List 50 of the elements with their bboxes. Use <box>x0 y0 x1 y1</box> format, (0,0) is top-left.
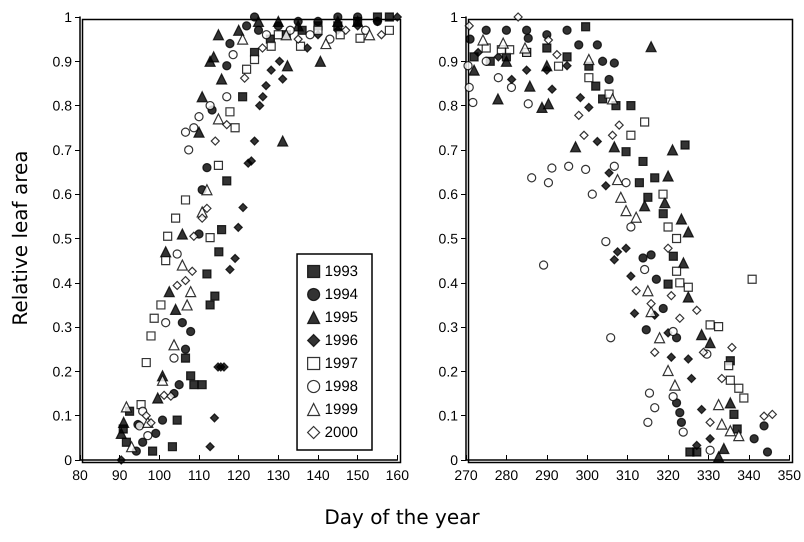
y-tick-label: 0.6 <box>438 186 458 202</box>
y-tick-label: 0.7 <box>438 142 458 158</box>
y-tick-label: 1 <box>450 9 458 25</box>
x-tick-label: 310 <box>616 467 640 483</box>
legend-label: 1996 <box>324 332 358 349</box>
legend-label: 1998 <box>324 378 358 395</box>
legend-label: 1994 <box>324 286 358 303</box>
legend-label: 1999 <box>324 401 358 418</box>
y-tick-label: 0.7 <box>52 142 72 158</box>
legend-label: 1997 <box>324 355 358 372</box>
x-tick-label: 150 <box>346 467 370 483</box>
y-tick-label: 0.3 <box>52 319 72 336</box>
legend-label: 2000 <box>324 424 358 441</box>
y-tick-label: 0.1 <box>438 408 458 424</box>
x-tick-label: 120 <box>226 467 251 483</box>
y-tick-label: 0 <box>64 452 72 468</box>
y-axis-title: Relative leaf area <box>8 150 32 326</box>
y-tick-label: 0.1 <box>52 408 72 424</box>
y-tick-label: 0.5 <box>438 230 458 246</box>
y-tick-label: 0.2 <box>52 363 72 380</box>
y-tick-label: 0.3 <box>438 319 458 336</box>
x-tick-label: 280 <box>494 467 518 483</box>
y-tick-label: 0.8 <box>52 98 72 114</box>
legend-label: 1993 <box>324 263 358 280</box>
y-tick-label: 0.9 <box>52 53 72 70</box>
x-tick-label: 100 <box>148 467 172 483</box>
x-tick-label: 140 <box>306 467 330 483</box>
y-tick-label: 0.9 <box>438 53 458 70</box>
legend-label: 1995 <box>324 309 358 326</box>
x-tick-label: 130 <box>266 467 290 483</box>
y-tick-label: 0.4 <box>438 274 458 291</box>
y-tick-label: 0.2 <box>438 363 458 380</box>
x-tick-label: 350 <box>778 467 802 483</box>
x-tick-label: 340 <box>737 467 761 483</box>
y-tick-label: 1 <box>64 9 72 25</box>
x-tick-label: 270 <box>454 467 478 483</box>
x-tick-label: 300 <box>576 467 600 483</box>
y-tick-label: 0.8 <box>438 98 458 114</box>
x-tick-label: 90 <box>112 467 128 483</box>
x-tick-label: 110 <box>188 467 210 483</box>
y-tick-label: 0.5 <box>52 230 72 246</box>
y-tick-label: 0 <box>450 452 458 468</box>
y-tick-label: 0.6 <box>52 186 72 202</box>
x-tick-label: 290 <box>535 467 559 483</box>
y-tick-label: 0.4 <box>52 274 72 291</box>
x-tick-label: 80 <box>72 467 88 483</box>
x-tick-label: 330 <box>696 467 720 483</box>
x-axis-title: Day of the year <box>323 505 481 529</box>
x-tick-label: 320 <box>656 467 680 483</box>
x-tick-label: 160 <box>386 467 410 483</box>
